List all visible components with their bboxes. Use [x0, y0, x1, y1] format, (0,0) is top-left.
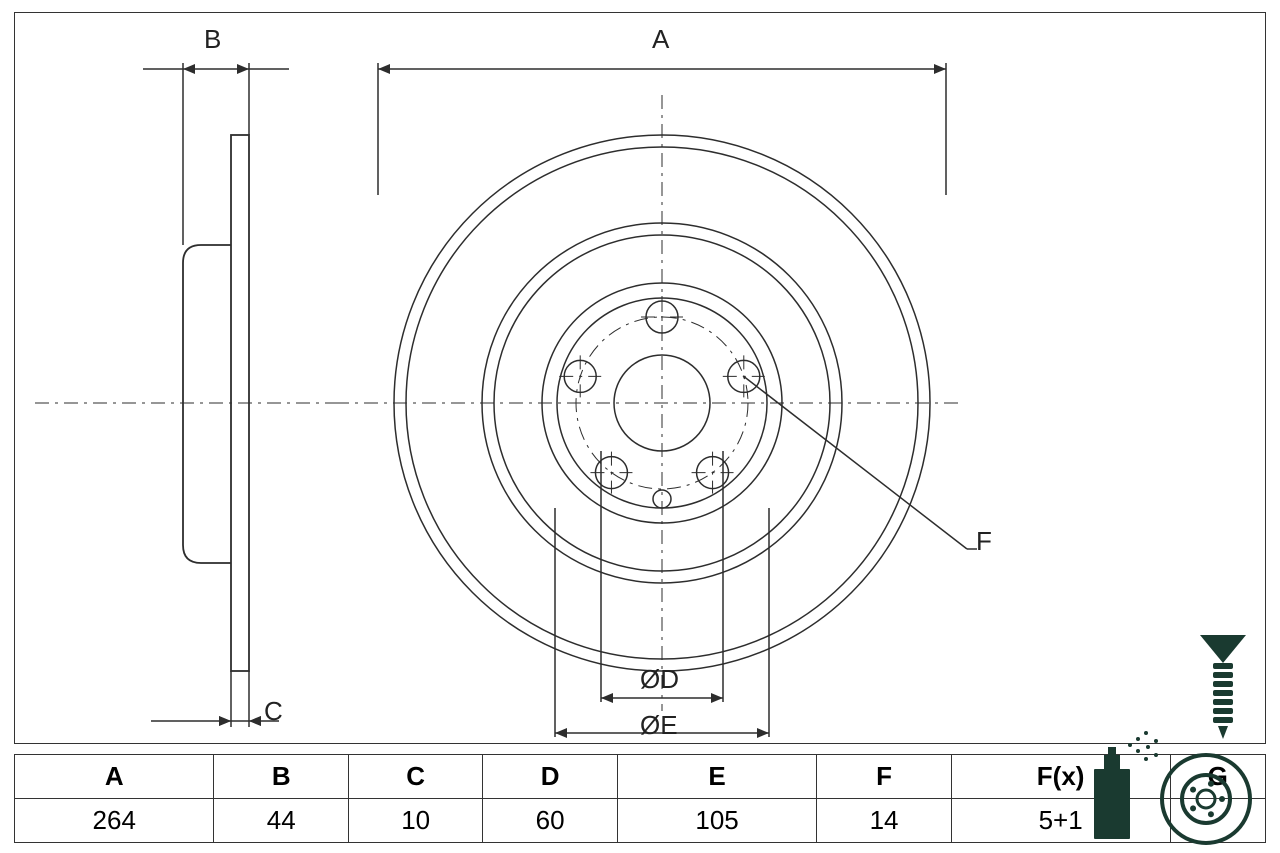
table-cell: 105 [617, 799, 816, 843]
table-header: E [617, 755, 816, 799]
table-cell: 60 [483, 799, 617, 843]
table-cell: 10 [348, 799, 482, 843]
label-D: ØD [640, 664, 679, 695]
label-B: B [204, 24, 221, 55]
table-cell: 44 [214, 799, 348, 843]
table-header: B [214, 755, 348, 799]
table-cell: 14 [817, 799, 951, 843]
accessory-icons [1070, 627, 1260, 847]
label-A: A [652, 24, 669, 55]
label-C: C [264, 696, 283, 727]
label-F: F [976, 526, 992, 557]
table-header: A [15, 755, 214, 799]
label-E: ØE [640, 710, 678, 741]
table-header: D [483, 755, 617, 799]
table-cell: 264 [15, 799, 214, 843]
table-header: C [348, 755, 482, 799]
table-header: F [817, 755, 951, 799]
